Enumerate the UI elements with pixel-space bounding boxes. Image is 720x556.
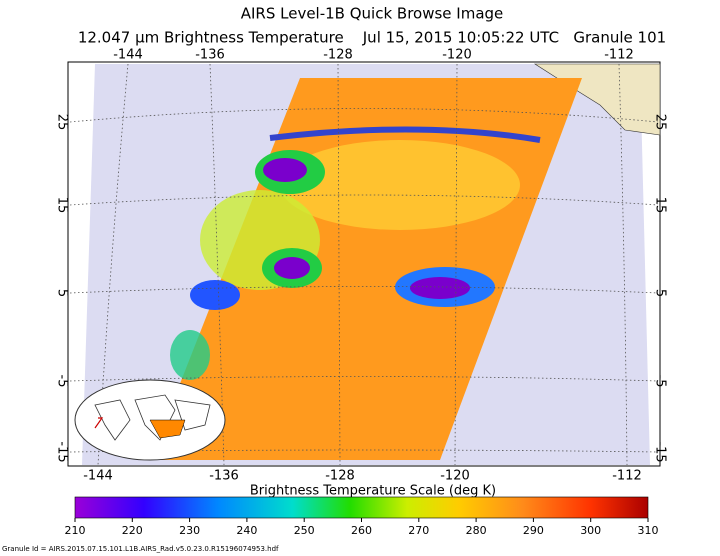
lat-label: -5 <box>55 375 70 388</box>
lon-label: -120 <box>440 469 470 484</box>
lat-label: -5 <box>653 375 668 388</box>
lat-label: 5 <box>55 289 70 297</box>
lon-label: -112 <box>604 48 634 63</box>
inset-globe <box>74 379 226 461</box>
cloud-features <box>170 126 541 380</box>
colorbar-tick-label: 250 <box>294 524 315 537</box>
graticule <box>69 63 659 466</box>
lat-label: 5 <box>653 289 668 297</box>
lon-label: -112 <box>612 469 642 484</box>
lat-label: 25 <box>653 114 668 131</box>
colorbar-label: Brightness Temperature Scale (deg K) <box>250 484 496 499</box>
colorbar-tick-label: 310 <box>638 524 659 537</box>
title: AIRS Level-1B Quick Browse Image <box>241 5 504 23</box>
colorbar-tick-label: 210 <box>65 524 86 537</box>
colorbar-tick-label: 300 <box>580 524 601 537</box>
lat-label: 15 <box>653 197 668 214</box>
lat-label: -15 <box>55 441 70 462</box>
lon-label: -136 <box>209 469 239 484</box>
colorbar-tick-label: 260 <box>351 524 372 537</box>
lon-label: -144 <box>113 48 143 63</box>
colorbar-tick-label: 240 <box>236 524 257 537</box>
granule-id: Granule Id = AIRS.2015.07.15.101.L1B.AIR… <box>2 545 279 553</box>
subtitle: 12.047 µm Brightness Temperature Jul 15,… <box>78 29 666 47</box>
lon-label: -120 <box>442 48 472 63</box>
colorbar <box>74 496 649 519</box>
lon-label: -144 <box>83 469 113 484</box>
colorbar-tick-label: 280 <box>466 524 487 537</box>
map: -144 -136 -128 -120 -112 -144 -136 -128 -120 -11… <box>55 48 668 484</box>
colorbar-tick-label: 290 <box>523 524 544 537</box>
lat-label: 15 <box>55 197 70 214</box>
lon-label: -128 <box>325 469 355 484</box>
colorbar-tick-label: 220 <box>122 524 143 537</box>
colorbar-tick-label: 270 <box>408 524 429 537</box>
lat-label: 25 <box>55 114 70 131</box>
lon-label: -128 <box>323 48 353 63</box>
lat-label: -15 <box>653 441 668 462</box>
lon-label: -136 <box>195 48 225 63</box>
colorbar-tick-label: 230 <box>179 524 200 537</box>
